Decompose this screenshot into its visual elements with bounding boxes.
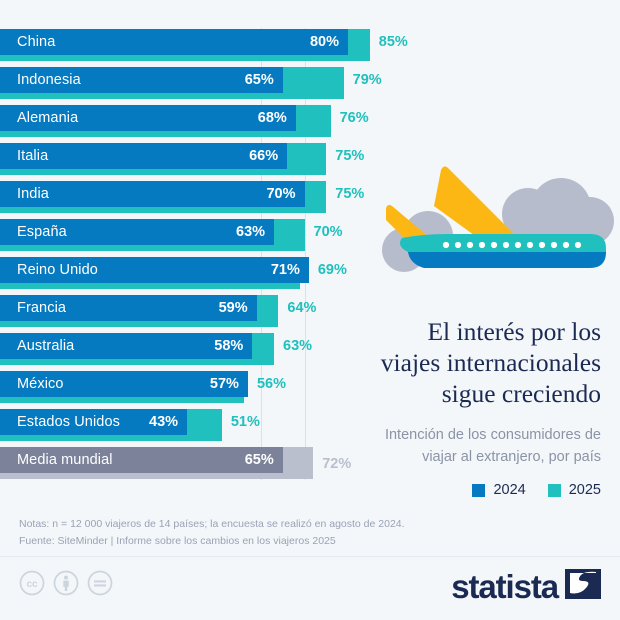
page-title: El interés por los viajes internacionale…	[311, 316, 601, 409]
legend-swatch	[547, 483, 561, 497]
value-2024: 43%	[149, 414, 179, 430]
value-2025: 85%	[378, 34, 408, 50]
category-label: Alemania	[17, 110, 79, 126]
bar-row: Australia 58% 63%	[0, 330, 620, 368]
gridline-70	[304, 28, 306, 480]
category-label: India	[17, 186, 49, 202]
footer-notes: Notas: n = 12 000 viajeros de 14 países;…	[19, 516, 449, 549]
category-label: Indonesia	[17, 72, 81, 88]
source-text: Fuente: SiteMinder | Informe sobre los c…	[19, 534, 336, 547]
bar-row: Media mundial 65% 72%	[0, 444, 620, 482]
value-2024: 70%	[266, 186, 296, 202]
legend-label: 2025	[568, 482, 601, 498]
bar-2024: Media mundial 65%	[0, 447, 283, 473]
value-2024: 58%	[214, 338, 244, 354]
headline-line-2: viajes internacionales	[380, 348, 601, 377]
value-2025: 64%	[287, 300, 317, 316]
bar-2024: Italia 66%	[0, 143, 288, 169]
headline-line-1: El interés por los	[427, 317, 601, 346]
subtitle-line-1: Intención de los consumidores de	[384, 427, 601, 443]
bar-2024: Francia 59%	[0, 295, 257, 321]
creative-commons-icons: cc	[19, 570, 113, 601]
attribution-icon[interactable]	[53, 570, 79, 601]
value-2025: 72%	[322, 456, 352, 472]
notes-text: Notas: n = 12 000 viajeros de 14 países;…	[19, 518, 405, 530]
bar-2024: Australia 58%	[0, 333, 253, 359]
chart-gridlines	[0, 24, 620, 480]
category-label: Reino Unido	[17, 262, 98, 278]
category-label: México	[17, 376, 64, 392]
gridline-60	[261, 28, 262, 480]
value-2024: 68%	[257, 110, 287, 126]
value-2024: 63%	[236, 224, 266, 240]
category-label: China	[17, 34, 56, 50]
bar-row: Francia 59% 64%	[0, 292, 620, 330]
bar-2024: Indonesia 65%	[0, 67, 283, 93]
legend-label: 2024	[493, 482, 526, 498]
value-2025: 79%	[352, 72, 382, 88]
value-2024: 57%	[209, 376, 239, 392]
bar-row: Indonesia 65% 79%	[0, 64, 620, 102]
bar-chart: China 80% 85% Indonesia 65% 79% Alemania 68% 76%…	[0, 24, 620, 480]
value-2025: 51%	[230, 414, 260, 430]
value-2025: 70%	[313, 224, 343, 240]
no-derivatives-icon[interactable]	[87, 570, 113, 601]
bar-row: Reino Unido 71% 69%	[0, 254, 620, 292]
category-label: España	[17, 224, 67, 240]
chart-legend: 2024 2025	[472, 482, 601, 498]
bar-2024: México 57%	[0, 371, 248, 397]
value-2024: 80%	[309, 34, 339, 50]
value-2025: 75%	[335, 148, 365, 164]
windows-icon	[442, 241, 582, 249]
category-label: Australia	[17, 338, 75, 354]
headline-line-3: sigue creciendo	[441, 379, 601, 408]
statista-logo[interactable]: statista	[451, 566, 601, 607]
bar-row: Alemania 68% 76%	[0, 102, 620, 140]
bar-row: México 57% 56%	[0, 368, 620, 406]
subtitle-line-2: viajar al extranjero, por país	[422, 449, 601, 465]
bar-2024: Reino Unido 71%	[0, 257, 309, 283]
svg-text:cc: cc	[26, 579, 38, 590]
bar-row: España 63% 70%	[0, 216, 620, 254]
fuselage-icon	[400, 234, 606, 268]
legend-swatch	[472, 483, 486, 497]
value-2024: 65%	[244, 72, 274, 88]
page-subtitle: Intención de los consumidores de viajar …	[311, 424, 601, 468]
bar-2024: Alemania 68%	[0, 105, 296, 131]
bar-row: Italia 66% 75%	[0, 140, 620, 178]
wing-icon	[434, 166, 518, 238]
bar-2024: Estados Unidos 43%	[0, 409, 188, 435]
value-2024: 65%	[244, 452, 274, 468]
value-2025: 69%	[317, 262, 347, 278]
value-2024: 66%	[249, 148, 279, 164]
legend-item-2024: 2024	[472, 482, 526, 498]
bar-2024: China 80%	[0, 29, 348, 55]
value-2024: 59%	[218, 300, 248, 316]
bar-2024: India 70%	[0, 181, 305, 207]
bar-row: Estados Unidos 43% 51%	[0, 406, 620, 444]
bar-2024: España 63%	[0, 219, 275, 245]
value-2025: 56%	[256, 376, 286, 392]
category-label: Estados Unidos	[17, 414, 120, 430]
bar-row: India 70% 75%	[0, 178, 620, 216]
legend-item-2025: 2025	[547, 482, 601, 498]
statista-mark-icon	[565, 566, 601, 607]
value-2024: 71%	[270, 262, 300, 278]
tail-fin-icon	[386, 204, 430, 238]
value-2025: 75%	[335, 186, 365, 202]
value-2025: 63%	[283, 338, 313, 354]
creative-commons-icon[interactable]: cc	[19, 570, 45, 601]
airplane-illustration	[378, 158, 620, 298]
bar-row: China 80% 85%	[0, 26, 620, 64]
statista-wordmark: statista	[451, 568, 559, 605]
category-label: Media mundial	[17, 452, 113, 468]
value-2025: 76%	[339, 110, 369, 126]
footer-divider	[0, 556, 620, 557]
category-label: Francia	[17, 300, 67, 316]
category-label: Italia	[17, 148, 49, 164]
